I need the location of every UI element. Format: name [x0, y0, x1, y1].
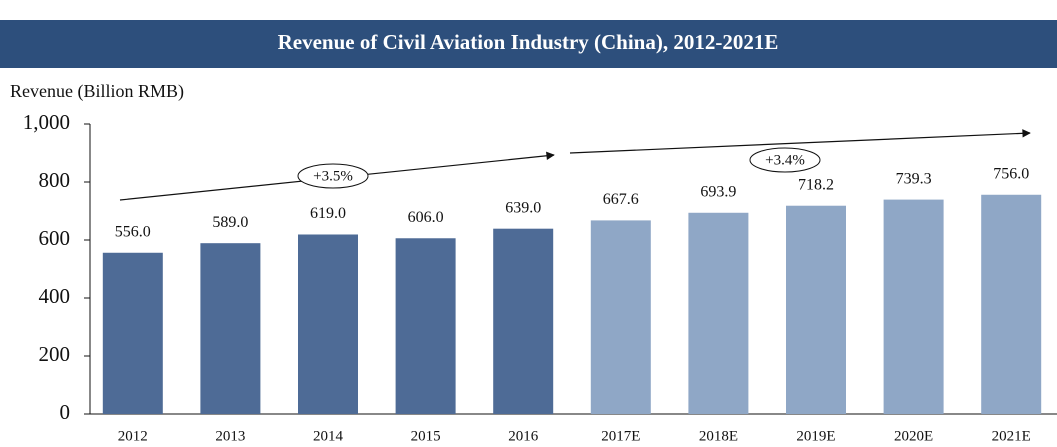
- x-tick-label: 2013: [215, 428, 245, 444]
- annotation-bubble: [297, 163, 369, 189]
- annotation: +3.5%: [313, 168, 353, 184]
- x-tick-label: 2021E: [992, 428, 1031, 444]
- x-tick-label: 2018E: [699, 428, 738, 444]
- value-label: 756.0: [993, 165, 1029, 182]
- annotation-bubble: [749, 147, 821, 173]
- x-tick-label: 2019E: [796, 428, 835, 444]
- y-tick-label: 600: [39, 226, 71, 250]
- x-tick-label: 2015: [411, 428, 441, 444]
- bar: [102, 252, 163, 414]
- chart-title: Revenue of Civil Aviation Industry (Chin…: [278, 30, 779, 54]
- value-label: 639.0: [505, 199, 541, 216]
- bar: [590, 220, 651, 414]
- y-tick-label: 0: [60, 400, 71, 424]
- x-tick-label: 2017E: [601, 428, 640, 444]
- y-tick-label: 200: [39, 342, 71, 366]
- bar: [298, 234, 358, 414]
- value-label: 693.9: [700, 183, 736, 200]
- bar: [688, 212, 749, 414]
- bar: [786, 205, 846, 414]
- value-label: 739.3: [896, 170, 932, 187]
- y-tick-label: 800: [39, 168, 71, 192]
- value-label: 556.0: [115, 223, 151, 240]
- bar: [395, 238, 456, 414]
- bar: [493, 228, 554, 414]
- bar: [200, 243, 261, 414]
- y-tick-label: 400: [39, 284, 71, 308]
- y-tick-label: 1,000: [23, 110, 70, 134]
- x-tick-label: 2020E: [894, 428, 933, 444]
- x-tick-label: 2014: [313, 428, 344, 444]
- x-tick-label: 2012: [118, 428, 148, 444]
- y-axis-label: Revenue (Billion RMB): [10, 81, 184, 102]
- annotation: +3.4%: [765, 152, 805, 168]
- value-label: 606.0: [408, 209, 444, 226]
- value-label: 667.6: [603, 191, 639, 208]
- title-banner: [0, 20, 1057, 68]
- value-label: 619.0: [310, 205, 346, 222]
- value-label: 589.0: [212, 214, 248, 231]
- x-tick-label: 2016: [508, 428, 539, 444]
- bar: [981, 194, 1042, 414]
- trend-arrow: [569, 129, 1031, 154]
- value-label: 718.2: [798, 176, 834, 193]
- bar: [883, 199, 944, 414]
